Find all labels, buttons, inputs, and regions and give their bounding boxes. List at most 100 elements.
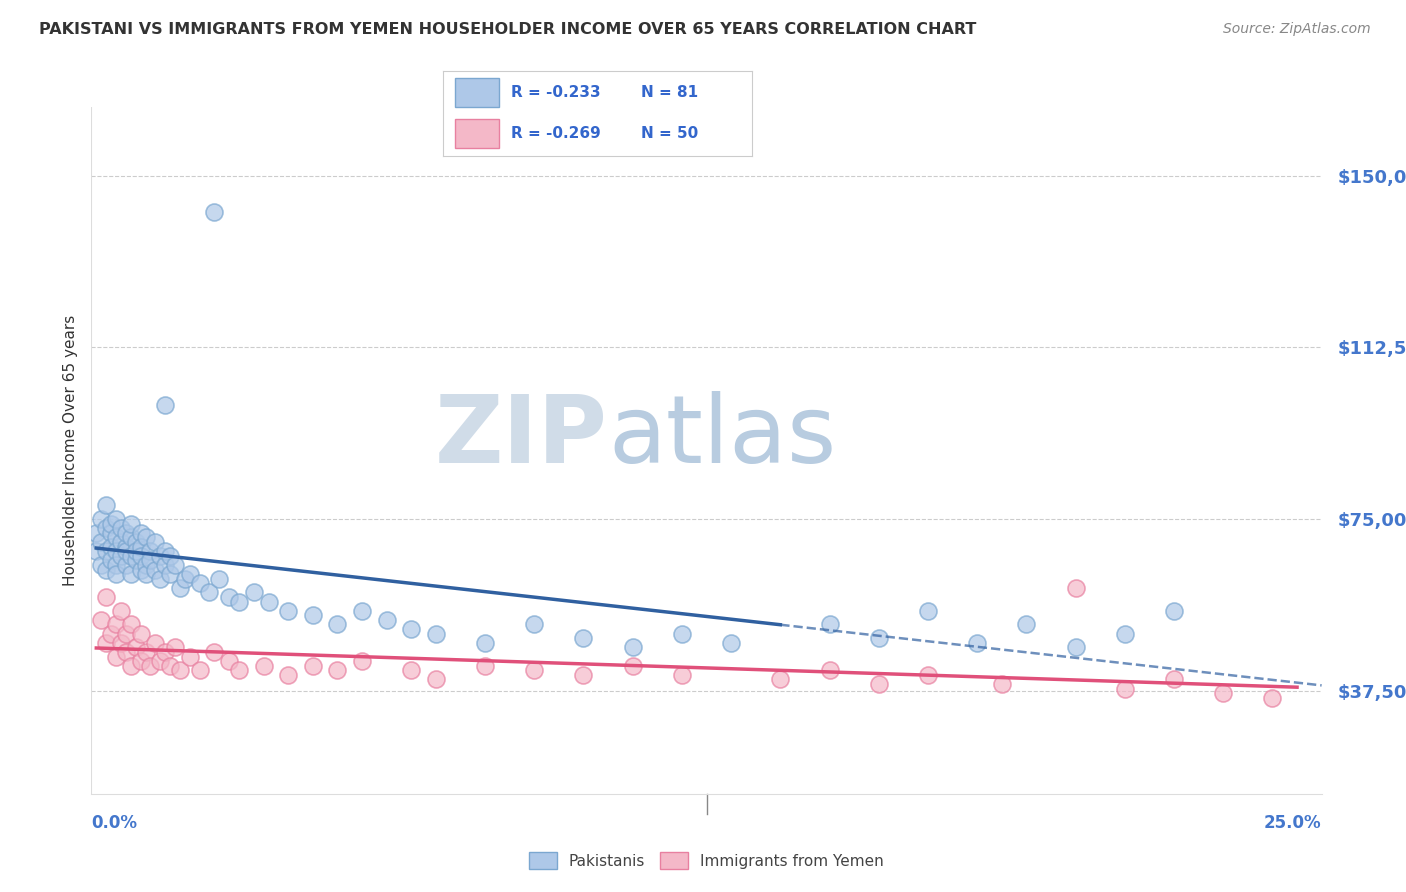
Point [135,531,156,545]
Text: N = 81: N = 81 [641,85,697,100]
Point [301,608,323,623]
Point [105,531,127,545]
Point [120,658,142,673]
Point [352,604,374,618]
Bar [456,119,499,147]
Point [135,645,156,659]
Point [990,677,1012,691]
Point [135,558,156,572]
Point [253,658,276,673]
Point [228,663,250,677]
Point [96,636,117,650]
Point [474,658,496,673]
Text: PAKISTANI VS IMMIGRANTS FROM YEMEN HOUSEHOLDER INCOME OVER 65 YEARS CORRELATION : PAKISTANI VS IMMIGRANTS FROM YEMEN HOUSE… [39,22,977,37]
Point [100,553,122,567]
Point [868,677,890,691]
Point [105,512,127,526]
Point [105,649,127,664]
Point [202,205,225,219]
Point [769,673,792,687]
Text: atlas: atlas [607,391,837,483]
Point [208,572,231,586]
Point [86,525,108,540]
Point [114,626,138,640]
Point [124,553,146,567]
Point [163,558,186,572]
Point [110,636,132,650]
Point [153,558,177,572]
Point [818,663,841,677]
Point [114,525,138,540]
Point [159,549,181,563]
Point [523,663,546,677]
Point [124,544,146,558]
Point [124,640,146,655]
Point [90,613,112,627]
Point [917,668,939,682]
Point [917,604,939,618]
Point [153,398,177,412]
Point [129,562,152,576]
Text: R = -0.269: R = -0.269 [510,126,600,141]
Point [188,663,211,677]
Point [169,581,191,595]
Point [523,617,546,632]
Point [114,645,138,659]
Point [621,640,644,655]
Point [621,658,644,673]
Point [169,663,191,677]
Point [135,567,156,582]
Point [163,640,186,655]
Point [153,645,177,659]
Point [277,668,299,682]
Point [105,567,127,582]
Point [124,535,146,549]
Point [301,658,323,673]
Point [145,535,166,549]
Point [96,590,117,604]
Point [818,617,841,632]
Point [1163,604,1185,618]
Point [179,567,201,582]
Point [129,626,152,640]
Point [100,540,122,554]
Point [129,525,152,540]
Point [120,516,142,531]
Point [110,535,132,549]
Point [1212,686,1234,700]
Point [1163,673,1185,687]
Point [100,626,122,640]
Point [218,654,240,668]
Point [129,654,152,668]
Point [90,512,112,526]
Point [1114,626,1136,640]
Point [120,549,142,563]
Point [90,558,112,572]
Point [100,516,122,531]
Legend: Pakistanis, Immigrants from Yemen: Pakistanis, Immigrants from Yemen [523,846,890,876]
Point [86,544,108,558]
Point [110,521,132,535]
Point [1261,690,1284,705]
Point [425,673,447,687]
Point [139,658,162,673]
Text: R = -0.233: R = -0.233 [510,85,600,100]
Text: ZIP: ZIP [436,391,607,483]
Point [375,613,398,627]
Point [114,540,138,554]
Point [149,654,172,668]
Point [120,617,142,632]
Point [1064,581,1087,595]
Point [174,572,197,586]
Point [179,649,201,664]
Point [202,645,225,659]
Point [720,636,742,650]
Text: 25.0%: 25.0% [1264,814,1322,831]
Point [105,558,127,572]
Point [153,544,177,558]
Point [257,594,280,608]
Point [105,544,127,558]
Point [159,658,181,673]
Point [326,617,349,632]
Point [96,562,117,576]
